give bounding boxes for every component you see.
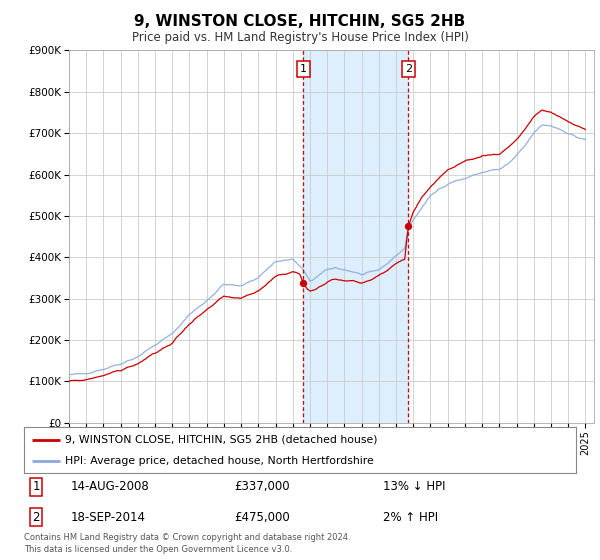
Text: 2: 2 [405,64,412,74]
Bar [304,50,408,423]
Text: 2: 2 [32,511,40,524]
Text: 18-SEP-2014: 18-SEP-2014 [71,511,146,524]
Text: Price paid vs. HM Land Registry's House Price Index (HPI): Price paid vs. HM Land Registry's House … [131,31,469,44]
Text: 13% ↓ HPI: 13% ↓ HPI [383,480,445,493]
Text: Contains HM Land Registry data © Crown copyright and database right 2024.
This d: Contains HM Land Registry data © Crown c… [24,533,350,554]
Text: 2% ↑ HPI: 2% ↑ HPI [383,511,438,524]
Text: 1: 1 [300,64,307,74]
Text: 9, WINSTON CLOSE, HITCHIN, SG5 2HB (detached house): 9, WINSTON CLOSE, HITCHIN, SG5 2HB (deta… [65,435,378,445]
Point [299,279,308,288]
Text: £475,000: £475,000 [234,511,290,524]
Text: HPI: Average price, detached house, North Hertfordshire: HPI: Average price, detached house, Nort… [65,456,374,466]
Text: £337,000: £337,000 [234,480,289,493]
Text: 9, WINSTON CLOSE, HITCHIN, SG5 2HB: 9, WINSTON CLOSE, HITCHIN, SG5 2HB [134,14,466,29]
Text: 1: 1 [32,480,40,493]
Text: 14-AUG-2008: 14-AUG-2008 [71,480,149,493]
Point [403,222,413,231]
